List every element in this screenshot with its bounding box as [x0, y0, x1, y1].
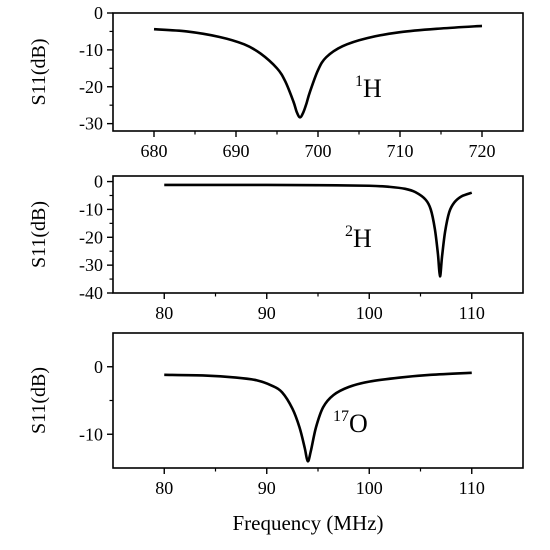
x-tick-label: 100 — [356, 303, 383, 323]
y-axis-label: S11(dB) — [28, 201, 50, 268]
y-tick-label: -10 — [79, 40, 103, 60]
s11-series-line — [164, 183, 473, 278]
nucleus-element: H — [353, 224, 372, 253]
y-tick-label: -20 — [79, 227, 103, 247]
nucleus-mass-number: 1 — [355, 73, 363, 90]
y-tick-label: -40 — [79, 283, 103, 303]
s11-series-line — [164, 371, 472, 463]
y-tick-label: -30 — [79, 255, 103, 275]
y-tick-label: 0 — [94, 357, 103, 377]
nucleus-annotation: 1H — [355, 73, 382, 103]
x-tick-label: 90 — [258, 478, 276, 498]
panel-2h: 80 90 100 110 0 -10 -20 -30 -40 S11(dB) 2H — [28, 172, 524, 323]
y-axis-label: S11(dB) — [28, 38, 50, 105]
x-tick-label: 100 — [356, 478, 383, 498]
x-tick-label: 700 — [305, 141, 332, 161]
x-tick-label: 110 — [459, 303, 485, 323]
nucleus-mass-number: 2 — [345, 223, 353, 240]
x-tick-label: 690 — [223, 141, 250, 161]
nucleus-mass-number: 17 — [333, 408, 349, 425]
x-tick-label: 80 — [155, 478, 173, 498]
x-tick-label: 710 — [387, 141, 414, 161]
y-tick-label: 0 — [94, 3, 103, 23]
x-tick-label: 90 — [258, 303, 276, 323]
x-tick-label: 720 — [469, 141, 496, 161]
y-tick-label: 0 — [94, 172, 103, 192]
nucleus-element: O — [349, 409, 368, 438]
x-axis-label: Frequency (MHz) — [232, 511, 383, 535]
s11-series-line — [153, 24, 483, 119]
y-tick-label: -30 — [79, 114, 103, 134]
y-tick-label: -10 — [79, 199, 103, 219]
panel-17o: 80 90 100 110 0 -10 S11(dB) 17O Frequency (MHz) — [28, 332, 524, 535]
nucleus-annotation: 17O — [333, 408, 368, 438]
plot-frame — [112, 332, 524, 469]
x-tick-label: 110 — [459, 478, 485, 498]
panel-1h: 680 690 700 710 720 0 -10 -20 -30 S11(dB) 1H — [28, 3, 524, 161]
plot-frame — [112, 175, 524, 294]
nucleus-element: H — [363, 74, 382, 103]
y-tick-label: -20 — [79, 77, 103, 97]
y-axis-label: S11(dB) — [28, 367, 50, 434]
x-tick-label: 680 — [141, 141, 168, 161]
x-tick-label: 80 — [155, 303, 173, 323]
y-tick-label: -10 — [79, 424, 103, 444]
nucleus-annotation: 2H — [345, 223, 372, 253]
